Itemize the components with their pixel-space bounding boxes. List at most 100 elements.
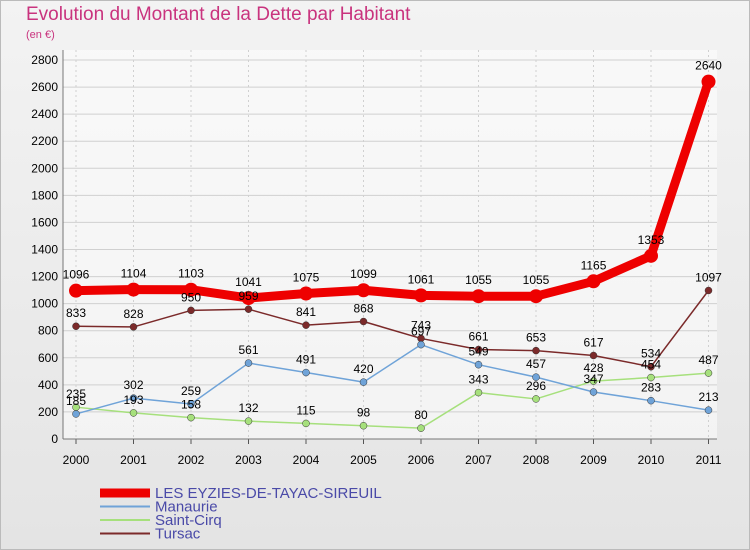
data-point bbox=[704, 406, 713, 414]
plot-area bbox=[63, 50, 717, 439]
data-label: 1099 bbox=[350, 267, 377, 281]
x-tick-label: 2007 bbox=[465, 453, 492, 467]
data-point bbox=[241, 291, 256, 306]
data-point bbox=[532, 395, 540, 403]
legend-entry: Tursac bbox=[155, 526, 201, 543]
data-label: 950 bbox=[181, 290, 201, 304]
data-point bbox=[359, 317, 368, 326]
data-label: 428 bbox=[583, 361, 603, 375]
data-point bbox=[359, 378, 368, 386]
data-label: 343 bbox=[468, 373, 488, 387]
data-point bbox=[532, 346, 540, 355]
data-point bbox=[414, 288, 428, 303]
x-tick-label: 2002 bbox=[178, 453, 205, 467]
data-point bbox=[129, 323, 138, 331]
data-label: 454 bbox=[641, 358, 661, 372]
data-label: 534 bbox=[641, 347, 661, 361]
y-tick-label: 600 bbox=[38, 351, 58, 365]
data-point bbox=[356, 283, 371, 298]
data-label: 959 bbox=[238, 289, 258, 303]
data-point bbox=[244, 359, 253, 367]
data-label: 491 bbox=[296, 353, 316, 367]
data-point bbox=[244, 305, 253, 313]
data-label: 1061 bbox=[408, 272, 435, 286]
data-point bbox=[589, 351, 598, 360]
data-label: 549 bbox=[468, 345, 488, 359]
data-label: 1103 bbox=[178, 267, 204, 281]
data-label: 617 bbox=[583, 335, 603, 349]
legend-entry: LES EYZIES-DE-TAYAC-SIREUIL bbox=[155, 485, 382, 502]
data-label: 487 bbox=[698, 353, 718, 367]
data-label: 213 bbox=[698, 390, 718, 404]
data-label: 1055 bbox=[465, 273, 492, 287]
y-tick-label: 400 bbox=[38, 378, 58, 392]
data-label: 457 bbox=[526, 357, 546, 371]
data-label: 561 bbox=[238, 343, 258, 357]
data-point bbox=[704, 369, 713, 377]
data-point bbox=[302, 368, 310, 377]
x-tick-label: 2006 bbox=[408, 453, 435, 467]
series-line bbox=[75, 290, 710, 368]
data-point bbox=[647, 373, 655, 382]
series-line bbox=[75, 343, 709, 415]
y-tick-label: 800 bbox=[38, 324, 58, 338]
data-label: 158 bbox=[181, 398, 201, 412]
data-label: 420 bbox=[353, 362, 373, 376]
series-line bbox=[75, 80, 713, 303]
axes: 0 200 400 600 800 1000 1200 1400 1600 1800 2000 220… bbox=[31, 50, 722, 467]
x-tick-label: 2005 bbox=[350, 453, 377, 467]
data-point bbox=[586, 274, 601, 289]
data-point bbox=[644, 248, 658, 263]
data-point bbox=[187, 413, 195, 422]
data-point bbox=[474, 360, 483, 369]
legend-entry: Manaurie bbox=[155, 499, 218, 516]
data-point bbox=[359, 421, 368, 430]
data-point bbox=[302, 419, 310, 428]
data-point bbox=[126, 282, 141, 297]
data-point bbox=[704, 286, 713, 295]
data-point bbox=[589, 377, 598, 385]
y-tick-label: 2800 bbox=[31, 53, 58, 67]
data-point bbox=[647, 396, 655, 405]
series-line bbox=[75, 372, 709, 429]
data-label: 833 bbox=[66, 306, 86, 320]
grid bbox=[63, 50, 717, 440]
x-tick-label: 2009 bbox=[580, 453, 607, 467]
data-point bbox=[72, 322, 80, 330]
y-tick-label: 2200 bbox=[31, 134, 58, 148]
data-point bbox=[187, 400, 195, 408]
data-label: 259 bbox=[181, 384, 201, 398]
chart-title: Evolution du Montant de la Dette par Hab… bbox=[26, 4, 411, 25]
data-point bbox=[129, 409, 138, 417]
data-label: 1096 bbox=[63, 268, 90, 282]
y-tick-label: 1200 bbox=[31, 270, 58, 284]
legend-entry: Saint-Cirq bbox=[155, 512, 222, 529]
data-label: 828 bbox=[123, 307, 143, 321]
data-point bbox=[72, 410, 80, 418]
data-label: 1075 bbox=[293, 270, 320, 284]
x-tick-label: 2003 bbox=[235, 453, 262, 467]
data-point bbox=[187, 306, 195, 315]
data-label: 296 bbox=[526, 379, 546, 393]
data-label: 868 bbox=[353, 302, 373, 316]
y-tick-label: 1400 bbox=[31, 243, 58, 257]
data-label: 235 bbox=[66, 387, 86, 401]
data-label: 653 bbox=[526, 331, 546, 345]
data-label: 1041 bbox=[235, 275, 262, 289]
data-point bbox=[302, 321, 310, 329]
data-label: 185 bbox=[66, 394, 86, 408]
data-point bbox=[129, 394, 138, 402]
data-labels: 833 828 950 959 841 868 743 661 653 617 534 1097 235… bbox=[63, 59, 723, 423]
data-point bbox=[532, 373, 540, 381]
data-point bbox=[474, 345, 483, 354]
chart-subtitle: (en €) bbox=[26, 29, 55, 41]
data-point bbox=[474, 388, 483, 397]
data-point bbox=[417, 424, 425, 432]
x-tick-label: 2011 bbox=[696, 453, 722, 467]
y-tick-label: 1800 bbox=[31, 188, 58, 202]
y-tick-label: 1000 bbox=[31, 297, 58, 311]
data-label: 98 bbox=[357, 406, 371, 420]
data-label: 1104 bbox=[121, 267, 147, 281]
data-label: 2640 bbox=[695, 59, 722, 73]
